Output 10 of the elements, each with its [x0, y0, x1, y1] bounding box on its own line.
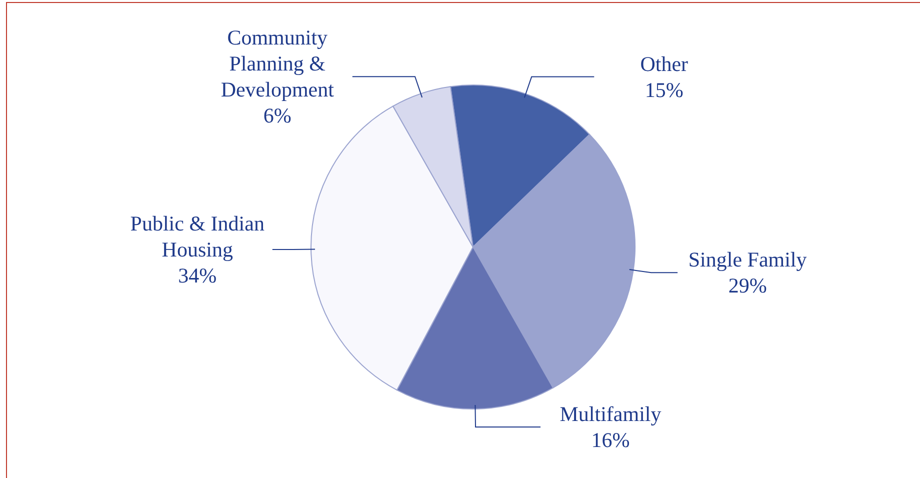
data-label: 34% [178, 264, 217, 288]
slice-label: Multifamily [560, 402, 662, 426]
slice-label: Community Planning & Development [220, 26, 334, 102]
slice-label: Single Family [688, 248, 808, 272]
data-label: 15% [644, 78, 684, 102]
slice-label: Public & Indian Housing [130, 212, 265, 262]
data-label: 16% [591, 428, 630, 452]
slice-label: Other [640, 52, 688, 76]
data-label: 29% [728, 274, 767, 298]
data-label: 6% [263, 104, 292, 128]
